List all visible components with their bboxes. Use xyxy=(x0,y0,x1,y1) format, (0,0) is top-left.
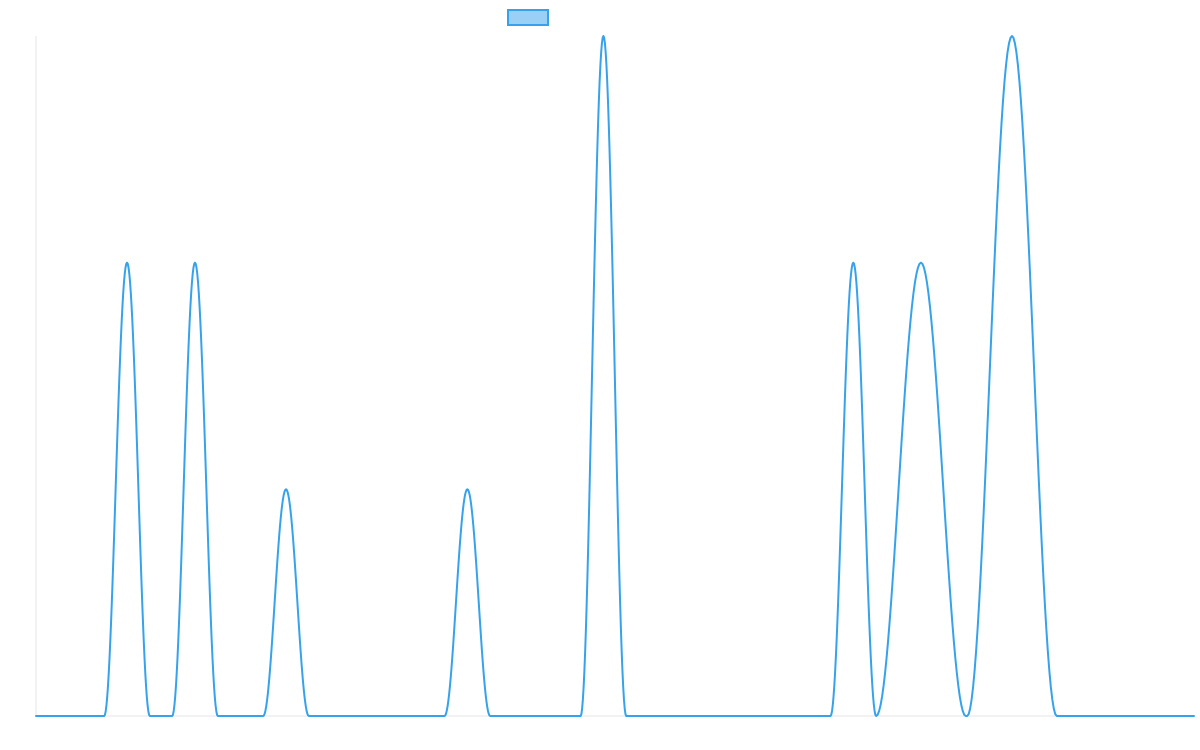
legend-swatch[interactable] xyxy=(507,9,549,26)
data-point-4[interactable] xyxy=(464,486,470,492)
data-point-5[interactable] xyxy=(600,33,606,39)
series-line-1 xyxy=(35,35,1195,717)
data-point-6[interactable] xyxy=(850,260,856,266)
data-point-7[interactable] xyxy=(918,260,924,266)
data-point-3[interactable] xyxy=(283,486,289,492)
series-layer xyxy=(35,33,1195,717)
data-point-8[interactable] xyxy=(1009,33,1015,39)
data-point-1[interactable] xyxy=(124,260,130,266)
legend[interactable] xyxy=(507,9,549,26)
data-point-2[interactable] xyxy=(192,260,198,266)
